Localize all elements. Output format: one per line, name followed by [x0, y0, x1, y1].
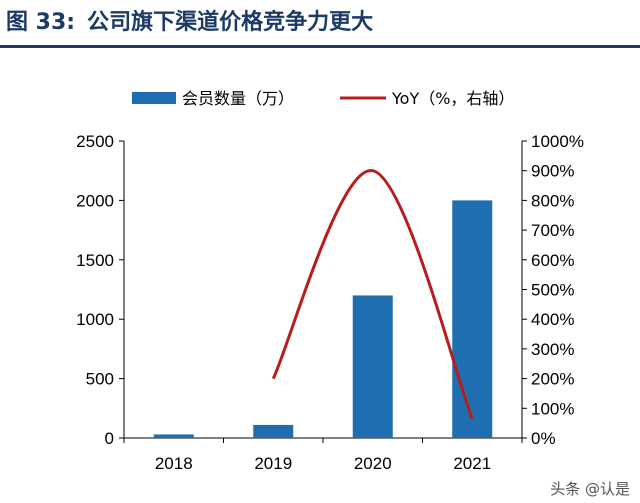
- figure-label: 图 33:: [6, 10, 76, 35]
- bar: [253, 424, 294, 438]
- y-tick-label-left: 1500: [76, 251, 114, 270]
- y-tick-label-right: 500%: [531, 281, 574, 300]
- legend-label-line: YoY（%，右轴）: [391, 89, 514, 108]
- legend-swatch-bar: [132, 92, 176, 104]
- y-tick-label-left: 2000: [76, 191, 114, 210]
- figure-title-text: 公司旗下渠道价格竞争力更大: [87, 10, 374, 35]
- figure-title: 图 33: 公司旗下渠道价格竞争力更大: [6, 6, 373, 40]
- y-tick-label-left: 1000: [76, 310, 114, 329]
- title-divider: [0, 45, 640, 48]
- y-tick-label-right: 1000%: [531, 132, 584, 151]
- y-tick-label-right: 400%: [531, 310, 574, 329]
- y-tick-label-left: 0: [105, 429, 114, 448]
- bar: [153, 434, 194, 438]
- x-tick-label: 2020: [354, 454, 392, 473]
- y-tick-label-left: 500: [86, 370, 114, 389]
- legend-label-bar: 会员数量（万）: [182, 89, 294, 108]
- watermark: 头条 @认是: [550, 480, 630, 498]
- y-tick-label-right: 0%: [531, 429, 556, 448]
- y-tick-label-right: 900%: [531, 162, 574, 181]
- yoy-line: [271, 169, 474, 420]
- y-tick-label-right: 200%: [531, 370, 574, 389]
- x-tick-label: 2018: [155, 454, 193, 473]
- y-tick-label-right: 700%: [531, 221, 574, 240]
- x-tick-label: 2019: [254, 454, 292, 473]
- x-tick-label: 2021: [453, 454, 491, 473]
- y-tick-label-left: 2500: [76, 132, 114, 151]
- y-tick-label-right: 800%: [531, 191, 574, 210]
- bar: [352, 295, 393, 438]
- bar: [452, 200, 493, 438]
- y-tick-label-right: 300%: [531, 340, 574, 359]
- y-tick-label-right: 100%: [531, 399, 574, 418]
- y-tick-label-right: 600%: [531, 251, 574, 270]
